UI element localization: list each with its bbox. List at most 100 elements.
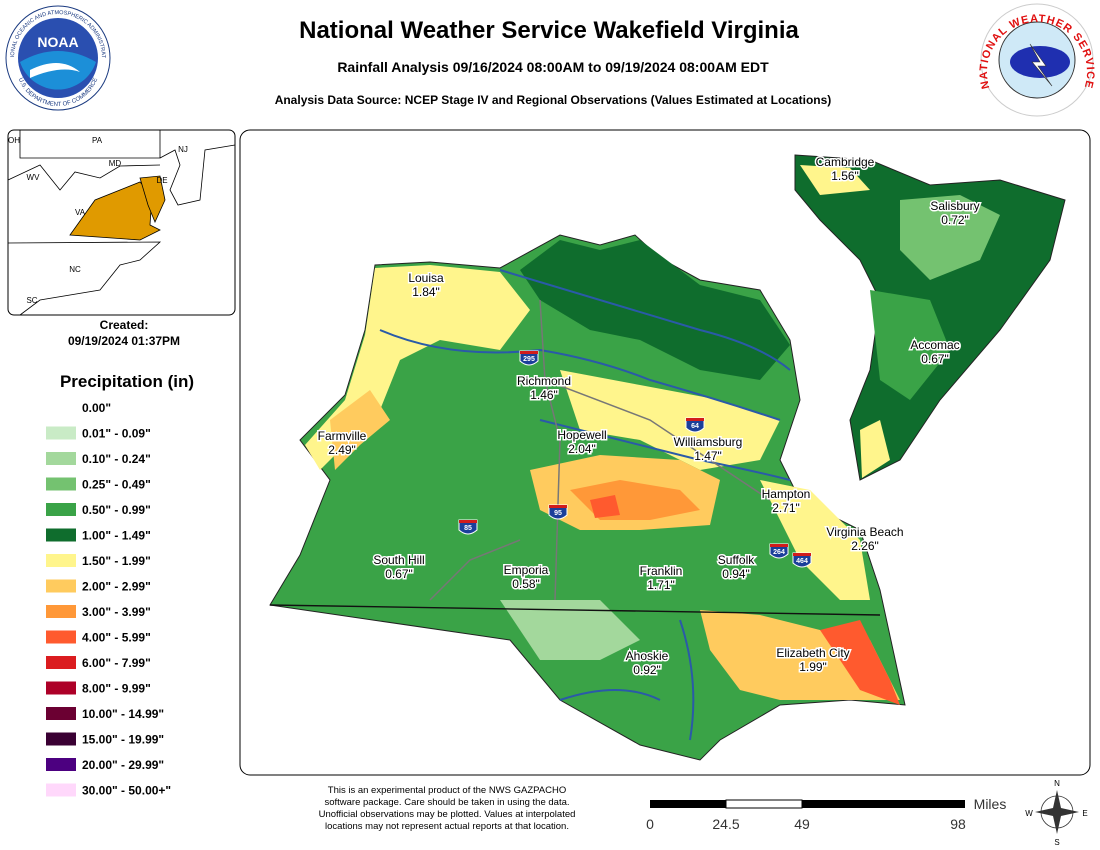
interstate: [544, 379, 771, 501]
nws-logo: NATIONAL WEATHER SERVICE: [978, 3, 1095, 117]
inset-map: [7, 129, 236, 316]
legend-swatch: [46, 656, 76, 669]
legend-label: 2.00" - 2.99": [82, 580, 151, 594]
state-label: OH: [8, 136, 20, 145]
scale-segment: [725, 799, 803, 809]
shield-label: 295: [523, 356, 535, 363]
city-name: Farmville: [318, 429, 367, 443]
city-value: 2.71": [772, 501, 800, 515]
legend-swatch: [46, 579, 76, 593]
map-body: [269, 154, 1066, 761]
disclaimer-line: locations may not represent actual repor…: [325, 821, 569, 832]
river: [379, 329, 781, 421]
city-name: Franklin: [640, 564, 683, 578]
state-line: [269, 604, 881, 616]
disclaimer: This is an experimental product of the N…: [319, 785, 576, 832]
shield-top: [549, 505, 567, 508]
inset-border: [7, 164, 161, 191]
compass-star: [1035, 790, 1079, 834]
state-label: NC: [69, 265, 81, 274]
legend-label: 30.00" - 50.00+": [82, 784, 171, 798]
legend-label: 10.00" - 14.99": [82, 707, 164, 721]
city-name: Cambridge: [816, 155, 875, 169]
city-name: Virginia Beach: [826, 525, 903, 539]
scale-segment: [650, 800, 726, 808]
city-value: 1.84": [412, 285, 440, 299]
inset-border: [19, 130, 161, 159]
legend-swatch: [46, 554, 76, 567]
city-value: 0.67": [385, 567, 413, 581]
scale-bar: [650, 799, 965, 809]
scale-tick: 0: [646, 816, 654, 832]
river: [559, 689, 661, 701]
title: National Weather Service Wakefield Virgi…: [299, 17, 799, 44]
city-value: 0.72": [941, 213, 969, 227]
city-labels: Cambridge1.56"Salisbury0.72"Accomac0.67"…: [316, 154, 981, 679]
shield-label: 264: [773, 549, 785, 556]
city-value: 2.49": [328, 443, 356, 457]
city-name: South Hill: [373, 553, 424, 567]
legend-swatch: [46, 401, 76, 414]
city-name: Ahoskie: [626, 649, 669, 663]
shield-label: 464: [796, 558, 808, 565]
rain-zone: [870, 290, 950, 400]
legend-swatch: [46, 758, 76, 771]
city-value: 0.94": [722, 567, 750, 581]
legend-label: 15.00" - 19.99": [82, 733, 164, 747]
legend-swatch: [46, 681, 76, 695]
state-label: MD: [109, 159, 122, 168]
logo-wave: [20, 51, 96, 90]
state-label: PA: [92, 136, 103, 145]
shield-label: 95: [554, 510, 562, 517]
rain-zone: [520, 240, 790, 380]
city-name: Elizabeth City: [776, 646, 849, 660]
legend-title: Precipitation (in): [60, 372, 194, 391]
state-label: SC: [26, 296, 37, 305]
noaa-logo: NOAA NATIONAL OCEANIC AND ATMOSPHERIC AD…: [0, 0, 111, 111]
subtitle: Rainfall Analysis 09/16/2024 08:00AM to …: [337, 59, 769, 75]
shield-top: [770, 544, 788, 547]
disclaimer-line: This is an experimental product of the N…: [328, 785, 566, 796]
created-label: Created:: [100, 318, 149, 332]
legend-label: 1.50" - 1.99": [82, 554, 151, 568]
shield: [519, 350, 539, 366]
shield: [769, 543, 789, 559]
city-value: 0.58": [512, 577, 540, 591]
scale-unit: Miles: [974, 796, 1007, 812]
rain-zone: [590, 495, 620, 518]
shield: [685, 417, 705, 433]
rain-zone: [900, 195, 1000, 280]
shield-top: [459, 520, 477, 523]
highway-shields: 295 64 95 85 264 464: [458, 350, 812, 568]
river: [539, 419, 791, 481]
scale-segment: [802, 800, 965, 808]
legend-swatch: [46, 707, 76, 720]
scale-tick: 49: [794, 816, 810, 832]
rain-zone: [820, 620, 900, 705]
scale-tick: 98: [950, 816, 966, 832]
legend-label: 20.00" - 29.99": [82, 758, 164, 772]
city-value: 0.92": [633, 663, 661, 677]
disclaimer-line: software package. Care should be taken i…: [324, 797, 569, 808]
rain-zone: [700, 610, 900, 700]
shield: [458, 519, 478, 535]
city-name: Richmond: [517, 374, 571, 388]
city-name: Williamsburg: [674, 435, 743, 449]
city-value: 1.71": [647, 578, 675, 592]
legend-label: 0.25" - 0.49": [82, 478, 151, 492]
legend-label: 6.00" - 7.99": [82, 656, 151, 670]
shield-top: [520, 351, 538, 354]
legend-label: 1.00" - 1.49": [82, 529, 151, 543]
city-value: 1.46": [530, 388, 558, 402]
city-name: Emporia: [504, 563, 549, 577]
shield-label: 64: [691, 423, 699, 430]
state-label: WV: [27, 173, 41, 182]
city-value: 2.26": [851, 539, 879, 553]
city-value: 1.47": [694, 449, 722, 463]
legend-swatch: [46, 732, 76, 746]
city-value: 1.56": [831, 169, 859, 183]
shield-top: [793, 553, 811, 556]
river: [499, 269, 791, 371]
legend-label: 0.50" - 0.99": [82, 503, 151, 517]
city-name: Hampton: [762, 487, 811, 501]
